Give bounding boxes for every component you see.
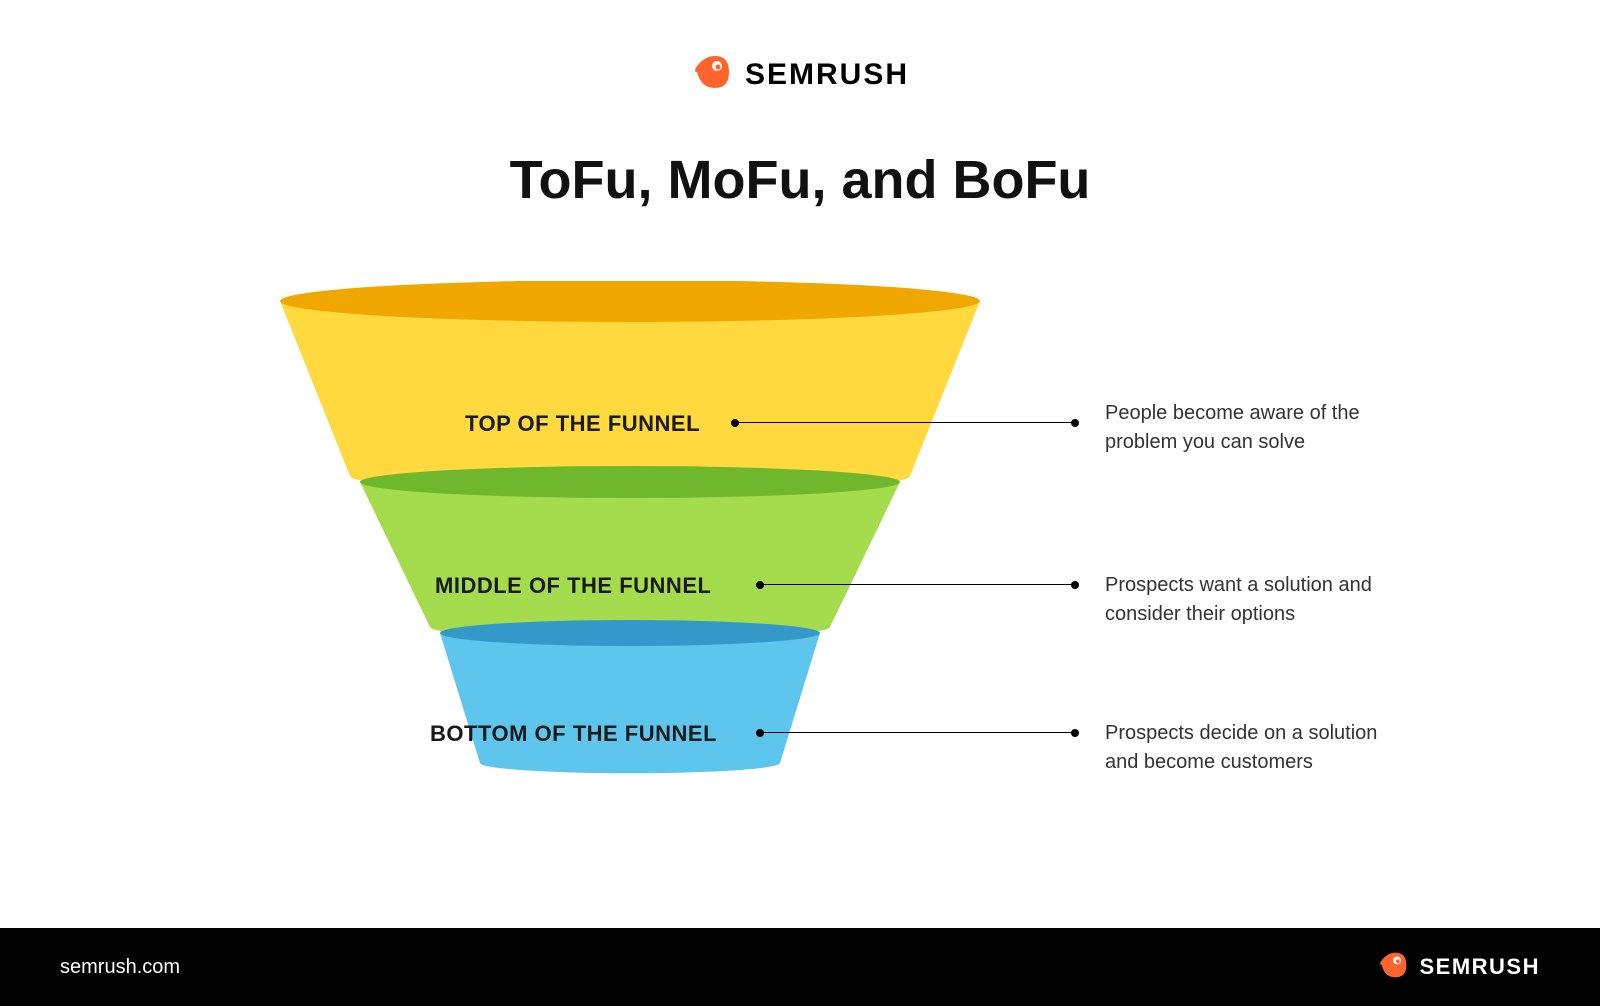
stage-label-bofu: BOTTOM OF THE FUNNEL	[430, 721, 717, 747]
footer-url: semrush.com	[60, 956, 180, 979]
stage-label-mofu: MIDDLE OF THE FUNNEL	[435, 573, 711, 599]
brand-name-footer: SEMRUSH	[1419, 954, 1540, 980]
header: SEMRUSH	[0, 0, 1600, 99]
footer-bar: semrush.com SEMRUSH	[0, 928, 1600, 1006]
stage-label-tofu: TOP OF THE FUNNEL	[465, 411, 700, 437]
connector-bofu	[760, 732, 1075, 733]
connector-tofu	[735, 422, 1075, 423]
brand-logo-top: SEMRUSH	[691, 50, 909, 99]
page-title: ToFu, MoFu, and BoFu	[0, 149, 1600, 211]
flame-icon	[1377, 948, 1411, 987]
stage-desc-tofu: People become aware of the problem you c…	[1105, 399, 1405, 457]
stage-desc-mofu: Prospects want a solution and consider t…	[1105, 571, 1405, 629]
stage-desc-bofu: Prospects decide on a solution and becom…	[1105, 719, 1405, 777]
flame-icon	[691, 50, 735, 99]
connector-mofu	[760, 584, 1075, 585]
brand-name-top: SEMRUSH	[745, 58, 909, 92]
funnel-diagram: TOP OF THE FUNNEL MIDDLE OF THE FUNNEL B…	[0, 281, 1600, 841]
brand-logo-footer: SEMRUSH	[1377, 948, 1540, 987]
